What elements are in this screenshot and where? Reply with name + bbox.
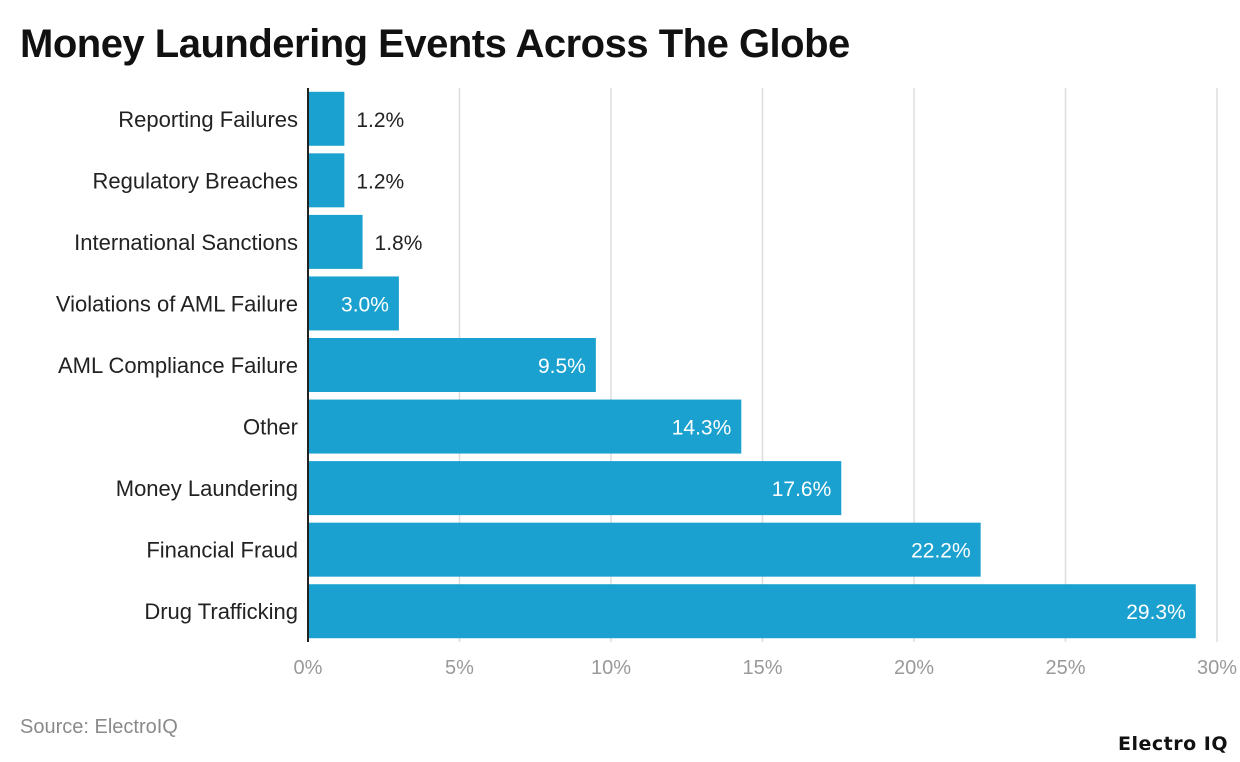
- category-labels: Reporting Failures Regulatory Breaches Int…: [56, 107, 298, 624]
- value-label: 3.0%: [341, 293, 389, 316]
- category-label: Regulatory Breaches: [93, 168, 298, 193]
- x-tick-label: 5%: [445, 657, 474, 679]
- category-label: Violations of AML Failure: [56, 291, 298, 316]
- source-note: Source: ElectroIQ: [20, 716, 178, 738]
- brand-logo: Electro IQ: [1118, 733, 1228, 755]
- bar: [308, 338, 596, 392]
- x-tick-label: 30%: [1197, 657, 1237, 679]
- gridlines: [458, 88, 1218, 642]
- x-axis-ticks: 0% 5% 10% 15% 20% 25% 30%: [294, 657, 1238, 679]
- bar: [308, 522, 981, 577]
- bar: [308, 276, 399, 331]
- x-tick-label: 0%: [294, 657, 323, 679]
- bar: [308, 584, 1196, 639]
- value-label: 1.8%: [375, 232, 423, 255]
- x-tick-label: 15%: [742, 657, 782, 679]
- x-tick-label: 10%: [591, 657, 631, 679]
- bars: [308, 91, 1196, 639]
- chart-title: Money Laundering Events Across The Globe: [20, 22, 850, 66]
- category-label: Drug Trafficking: [144, 599, 298, 624]
- value-labels: 1.2% 1.2% 1.8% 3.0% 9.5% 14.3% 17.6% 22.2% 29.3%: [341, 109, 1186, 624]
- value-label: 1.2%: [356, 170, 404, 193]
- value-label: 22.2%: [911, 540, 971, 563]
- value-label: 29.3%: [1126, 601, 1186, 624]
- category-label: Money Laundering: [116, 476, 298, 501]
- value-label: 14.3%: [672, 417, 732, 440]
- x-tick-label: 25%: [1045, 657, 1085, 679]
- x-tick-label: 20%: [894, 657, 934, 679]
- bar: [308, 153, 345, 208]
- bar: [308, 399, 742, 454]
- bar: [308, 214, 363, 269]
- category-label: International Sanctions: [74, 230, 298, 255]
- category-label: Reporting Failures: [118, 107, 298, 132]
- value-label: 9.5%: [538, 355, 586, 378]
- value-label: 17.6%: [772, 478, 832, 501]
- bar: [308, 91, 345, 146]
- bar: [308, 461, 842, 516]
- category-label: Financial Fraud: [146, 538, 298, 563]
- category-label: AML Compliance Failure: [58, 353, 298, 378]
- category-label: Other: [243, 415, 298, 440]
- value-label: 1.2%: [356, 109, 404, 132]
